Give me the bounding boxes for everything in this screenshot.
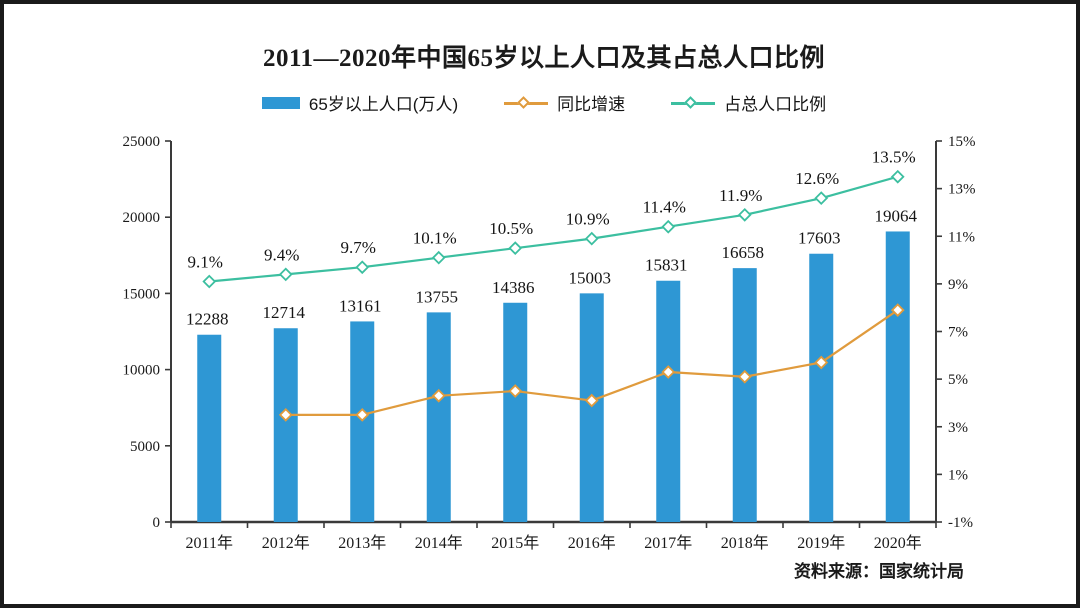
left-axis-tick-label: 10000 xyxy=(123,363,161,379)
percent-value-label: 10.9% xyxy=(566,210,610,229)
right-axis-tick-label: 9% xyxy=(948,277,968,293)
right-axis-tick-label: -1% xyxy=(948,515,973,531)
percent-value-label: 9.4% xyxy=(264,245,299,264)
right-axis-tick-label: 15% xyxy=(948,134,976,150)
left-axis-tick-label: 20000 xyxy=(123,210,161,226)
percent-value-label: 10.1% xyxy=(413,229,457,248)
data-point-marker[interactable] xyxy=(508,384,523,398)
data-point-marker[interactable] xyxy=(431,388,446,403)
bar-value-label: 12288 xyxy=(186,310,229,329)
legend-item-share[interactable]: 占总人口比例 xyxy=(671,90,826,115)
data-point-marker[interactable] xyxy=(202,274,217,289)
data-point-marker[interactable] xyxy=(661,219,676,234)
data-point-marker[interactable] xyxy=(431,250,446,265)
data-point-marker[interactable] xyxy=(737,207,752,222)
chart-title: 2011—2020年中国65岁以上人口及其占总人口比例 xyxy=(262,45,826,72)
data-point-marker[interactable] xyxy=(355,407,370,422)
data-point-marker[interactable] xyxy=(661,365,676,379)
percent-value-label: 11.4% xyxy=(643,198,686,217)
data-point-marker[interactable] xyxy=(890,303,905,317)
bar-2018年[interactable] xyxy=(732,268,757,522)
left-axis-tick-label: 0 xyxy=(153,515,161,531)
right-axis-tick-label: 3% xyxy=(948,420,968,436)
legend-line-diamond-swatch-icon-2 xyxy=(671,95,716,110)
legend-label-growth-rate: 同比增速 xyxy=(557,95,626,114)
chart-legend: 65岁以上人口(万人) 同比增速 占总人口比例 xyxy=(4,90,1080,115)
right-axis-tick-label: 5% xyxy=(948,372,968,388)
bar-value-label: 14386 xyxy=(492,278,535,297)
bars-group xyxy=(197,231,910,522)
x-axis-category-label: 2018年 xyxy=(721,534,769,552)
legend-item-growth-rate[interactable]: 同比增速 xyxy=(504,90,625,115)
bar-2020年[interactable] xyxy=(885,231,910,522)
bar-2019年[interactable] xyxy=(809,253,834,522)
data-labels-group: 12288 12714 13161 13755 14386 15003 15831 16658… xyxy=(186,148,918,329)
bar-2017年[interactable] xyxy=(656,280,681,522)
bar-2012年[interactable] xyxy=(273,328,298,522)
category-labels-group: 2011年 2012年 2013年 2014年 2015年 2016年 2017年 2018年… xyxy=(186,534,922,552)
percent-value-label: 9.7% xyxy=(341,238,376,257)
data-point-marker[interactable] xyxy=(278,407,293,422)
percent-value-label: 11.9% xyxy=(719,186,762,205)
bar-2011年[interactable] xyxy=(197,334,222,522)
percent-value-label: 9.1% xyxy=(188,252,223,271)
bar-value-label: 17603 xyxy=(798,229,841,248)
right-axis-tick-label: 1% xyxy=(948,467,968,483)
bar-2016年[interactable] xyxy=(579,293,604,522)
x-axis-category-label: 2012年 xyxy=(262,534,310,552)
data-point-marker[interactable] xyxy=(890,169,905,184)
bar-value-label: 19064 xyxy=(875,206,918,225)
bar-2015年[interactable] xyxy=(503,302,528,522)
bar-value-label: 15003 xyxy=(569,268,612,287)
bar-2014年[interactable] xyxy=(426,312,451,522)
lines-group xyxy=(202,169,905,422)
legend-item-population[interactable]: 65岁以上人口(万人) xyxy=(261,90,459,115)
right-axis-tick-label: 11% xyxy=(948,229,975,245)
x-axis-category-label: 2019年 xyxy=(797,534,845,552)
x-axis-category-label: 2014年 xyxy=(415,534,463,552)
line-share xyxy=(208,175,899,283)
percent-value-label: 12.6% xyxy=(795,169,839,188)
legend-label-share: 占总人口比例 xyxy=(724,95,827,114)
right-axis-tick-label: 7% xyxy=(948,325,968,341)
x-axis-category-label: 2016年 xyxy=(568,534,616,552)
data-point-marker[interactable] xyxy=(278,267,293,282)
bar-value-label: 16658 xyxy=(722,243,765,262)
x-axis-category-label: 2011年 xyxy=(186,534,233,552)
percent-value-label: 10.5% xyxy=(489,219,533,238)
plot-area: 0 5000 10000 15000 20000 25000 -1% 1% 3% 5% 7% 9% 11… xyxy=(4,4,1080,612)
left-axis-tick-label: 5000 xyxy=(130,439,160,455)
percent-value-label: 13.5% xyxy=(872,148,916,167)
data-point-marker[interactable] xyxy=(737,369,752,384)
right-axis-tick-label: 13% xyxy=(948,182,976,198)
data-point-marker[interactable] xyxy=(814,191,829,206)
bar-value-label: 12714 xyxy=(263,303,306,322)
x-axis-category-label: 2013年 xyxy=(338,534,386,552)
bar-value-label: 13161 xyxy=(339,296,382,315)
data-point-marker[interactable] xyxy=(355,260,370,275)
legend-line-diamond-swatch-icon xyxy=(504,95,549,110)
x-axis-category-label: 2015年 xyxy=(491,534,539,552)
legend-label-population: 65岁以上人口(万人) xyxy=(308,95,459,114)
x-axis-category-label: 2020年 xyxy=(874,534,922,552)
legend-bar-swatch-icon xyxy=(261,96,300,109)
x-axis-category-label: 2017年 xyxy=(644,534,692,552)
left-axis-tick-label: 25000 xyxy=(123,134,161,150)
data-point-marker[interactable] xyxy=(584,231,599,246)
bar-value-label: 15831 xyxy=(645,256,688,275)
left-axis-tick-label: 15000 xyxy=(123,286,161,302)
data-point-marker[interactable] xyxy=(814,355,829,370)
chart-svg: 0 5000 10000 15000 20000 25000 -1% 1% 3% 5% 7% 9% 11… xyxy=(123,134,976,552)
axes-group: 0 5000 10000 15000 20000 25000 -1% 1% 3% 5% 7% 9% 11… xyxy=(123,134,976,531)
data-point-marker[interactable] xyxy=(584,393,599,408)
source-note: 资料来源：国家统计局 xyxy=(794,562,964,581)
bar-value-label: 13755 xyxy=(416,287,459,306)
data-point-marker[interactable] xyxy=(508,241,523,256)
